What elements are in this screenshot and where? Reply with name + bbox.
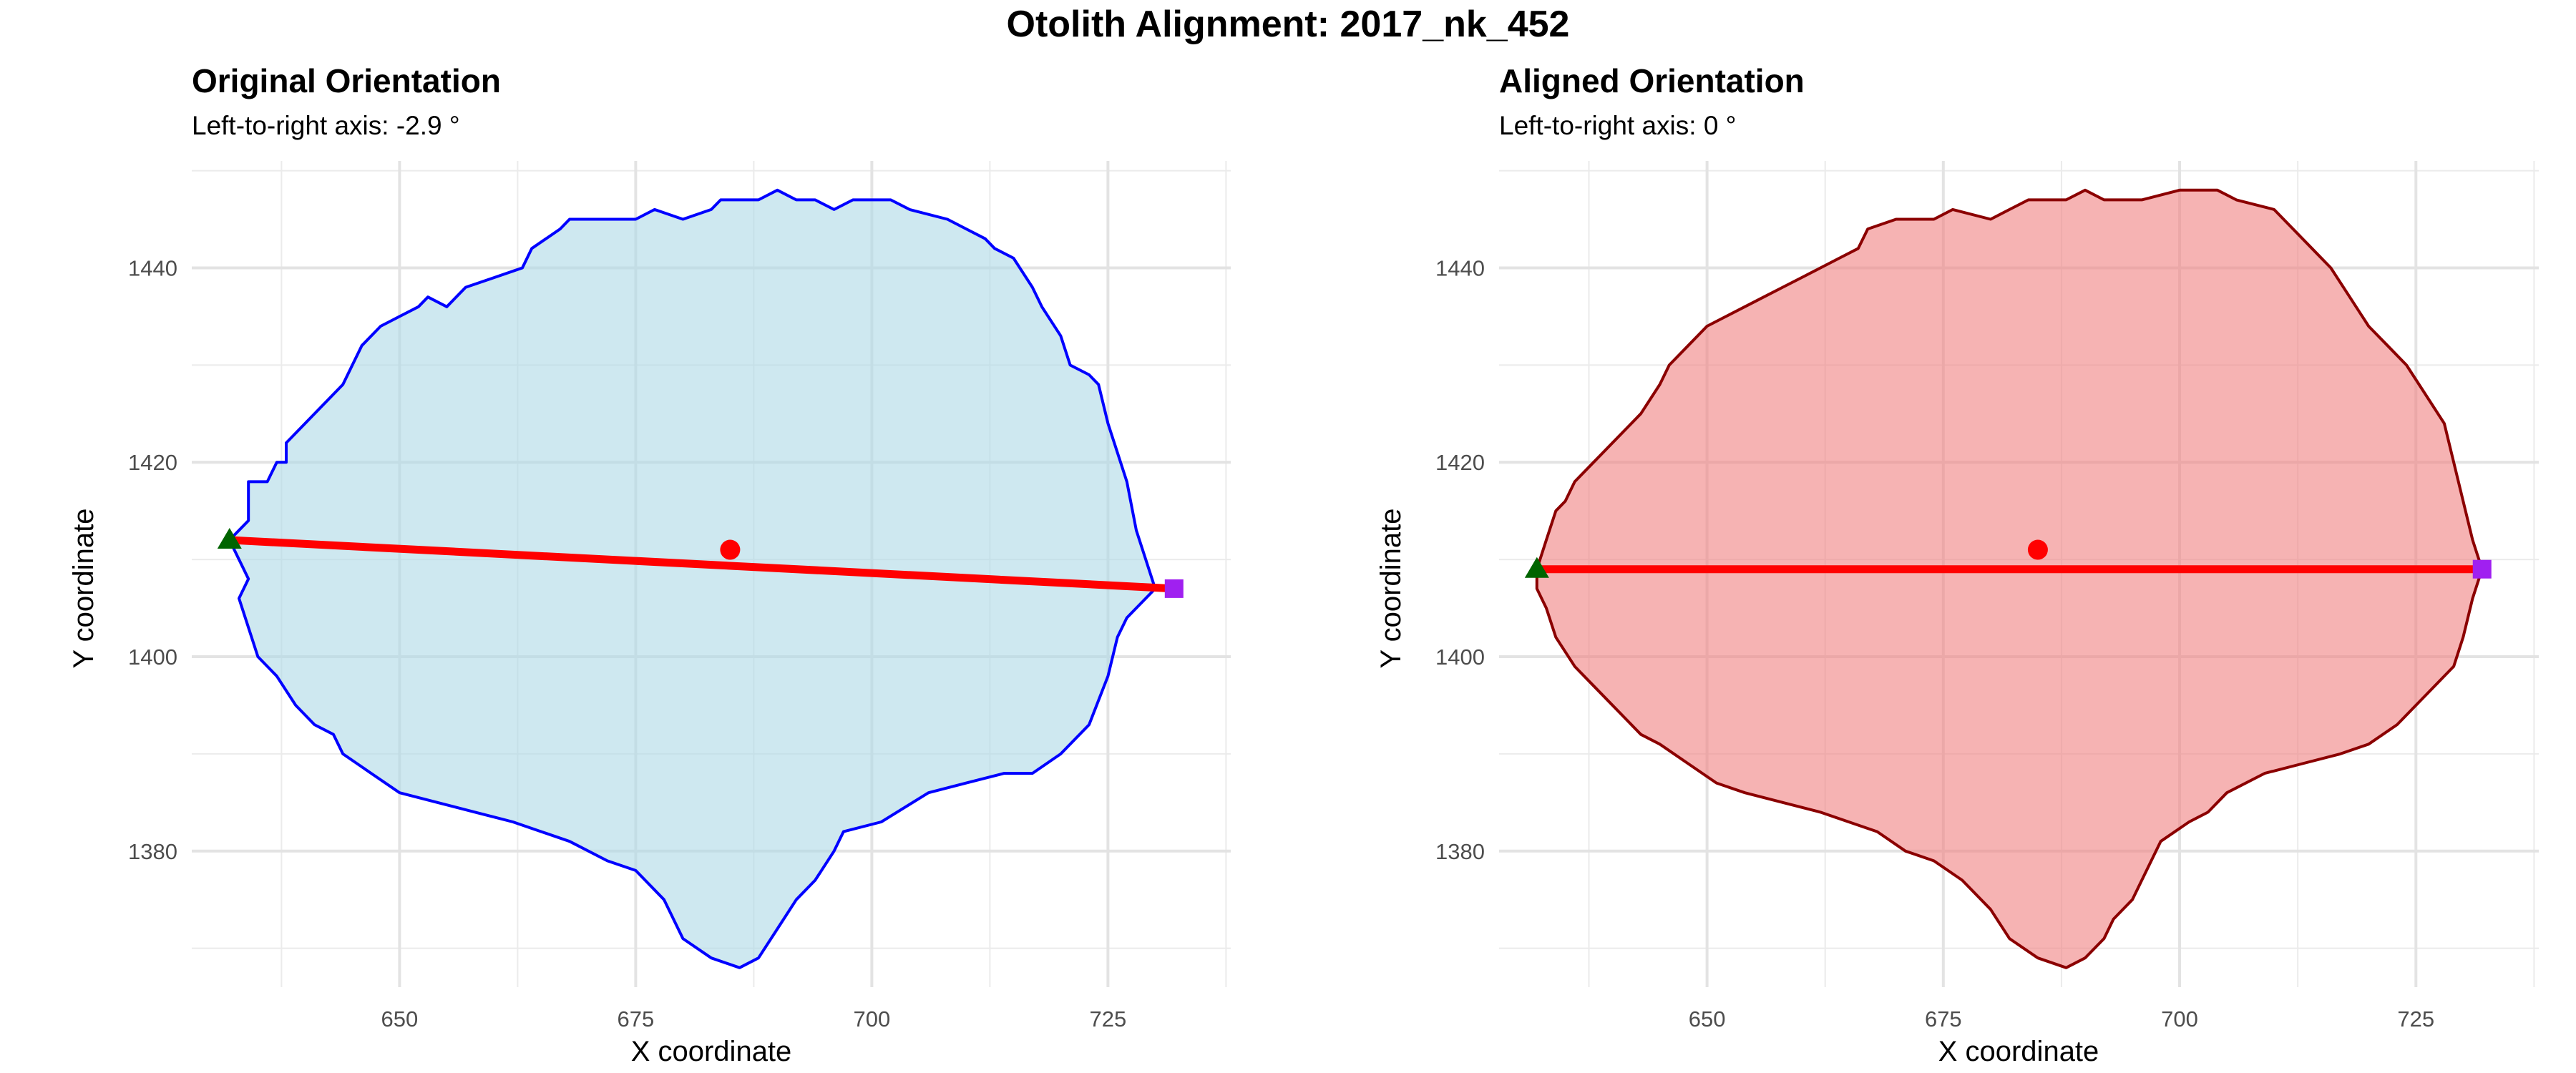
axis-line (229, 536, 1175, 593)
x-axis-label: X coordinate (631, 1036, 792, 1067)
panel-original-orientation: 650 675 700 725 1380 1400 1420 1440 X coordinate… (68, 161, 1231, 1067)
y-tick-label: 1400 (1435, 645, 1485, 670)
x-tick-label: 650 (381, 1006, 419, 1032)
x-tick-label: 675 (1925, 1006, 1962, 1032)
x-tick-label: 725 (1090, 1006, 1127, 1032)
panel-2-title: Aligned Orientation (1499, 62, 1805, 99)
y-tick-label: 1400 (128, 645, 177, 670)
y-tick-label: 1440 (1435, 255, 1485, 280)
y-axis-label: Y coordinate (68, 509, 99, 669)
x-axis-label: X coordinate (1938, 1036, 2099, 1067)
y-tick-label: 1380 (1435, 839, 1485, 864)
panel-1-title: Original Orientation (192, 62, 501, 99)
otolith-outline (1535, 188, 2484, 969)
otolith-outline (228, 188, 1157, 969)
panel-1-subtitle: Left-to-right axis: -2.9 ° (192, 111, 460, 140)
y-tick-label: 1420 (1435, 450, 1485, 475)
center-point (720, 539, 741, 560)
center-point (2027, 539, 2048, 560)
end-marker (1164, 579, 1184, 598)
x-tick-label: 650 (1689, 1006, 1726, 1032)
figure-title: Otolith Alignment: 2017_nk_452 (1006, 4, 1570, 45)
end-marker (2472, 559, 2492, 579)
panel-aligned-orientation: 650 675 700 725 1380 1400 1420 1440 X coordinate… (1375, 161, 2539, 1067)
x-tick-label: 700 (2161, 1006, 2198, 1032)
x-tick-label: 725 (2397, 1006, 2434, 1032)
y-axis-label: Y coordinate (1375, 509, 1407, 669)
start-marker (217, 527, 242, 549)
x-tick-label: 700 (854, 1006, 891, 1032)
panel-2-subtitle: Left-to-right axis: 0 ° (1499, 111, 1737, 140)
x-tick-label: 675 (618, 1006, 655, 1032)
y-tick-label: 1380 (128, 839, 177, 864)
y-tick-label: 1420 (128, 450, 177, 475)
y-tick-label: 1440 (128, 255, 177, 280)
start-marker (1524, 557, 1549, 578)
